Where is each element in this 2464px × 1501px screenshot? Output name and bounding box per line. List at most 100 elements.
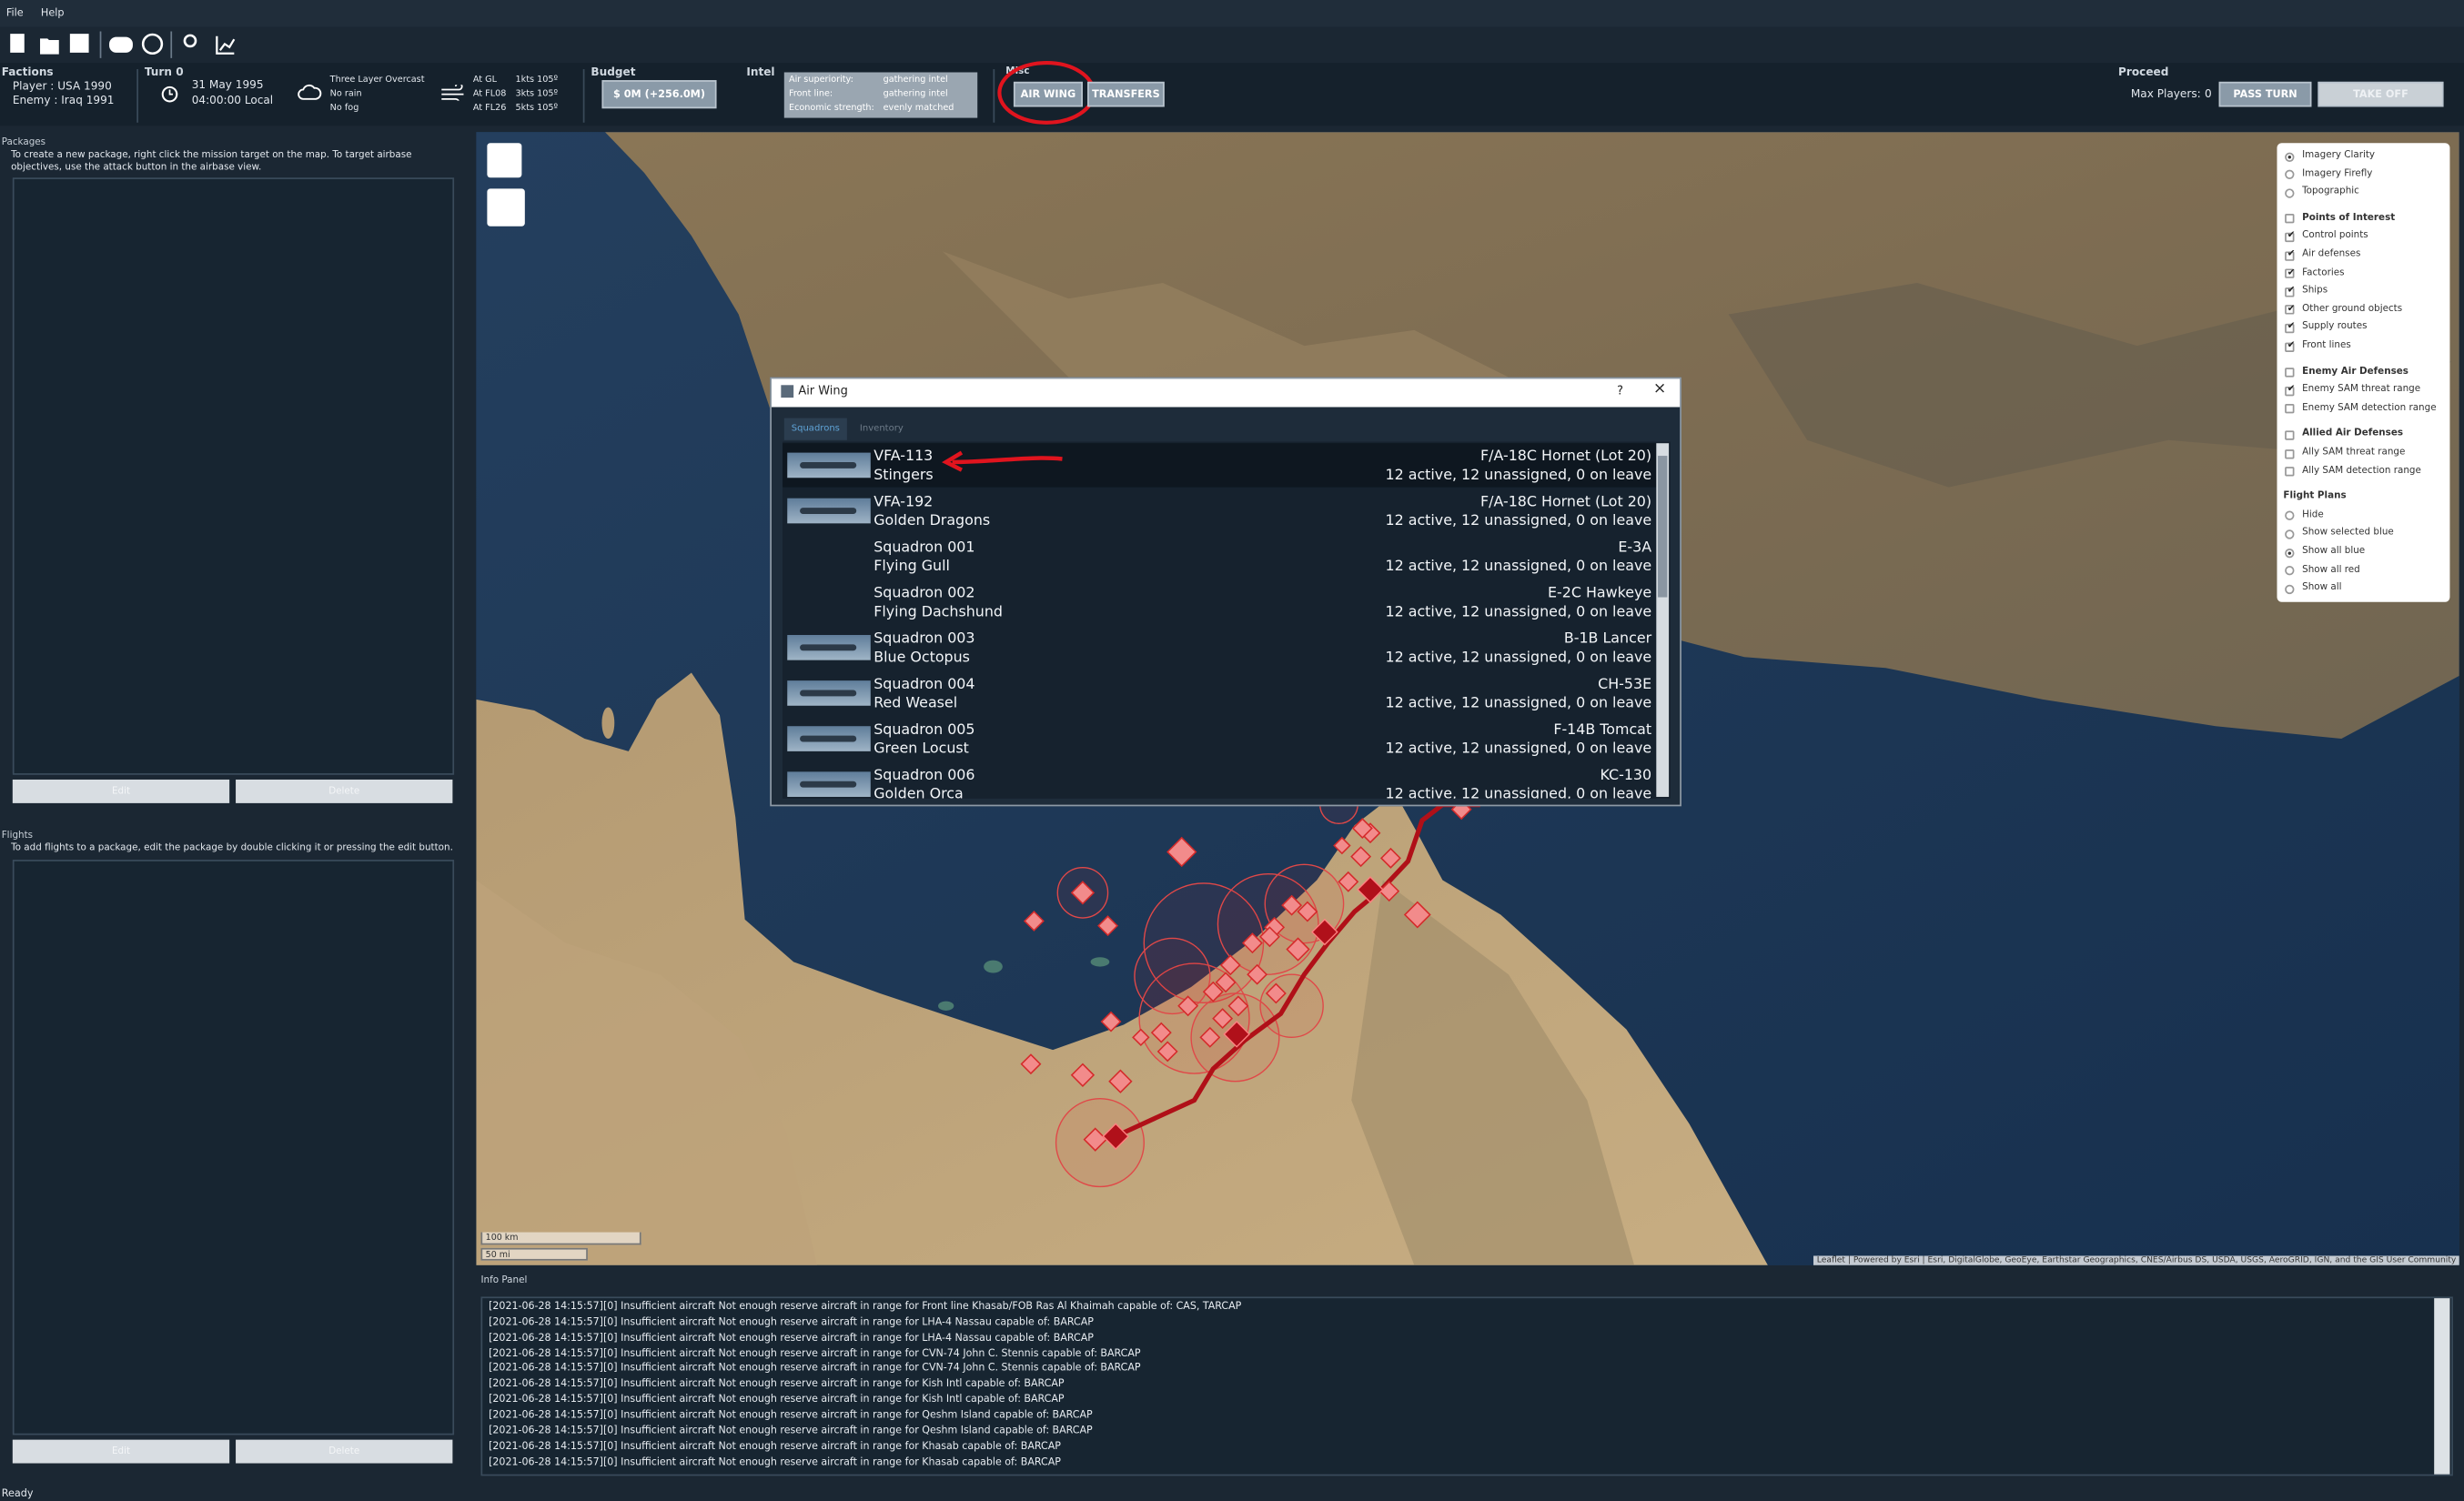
budget-button[interactable]: $ 0M (+256.0M) <box>601 80 717 109</box>
squadron-row[interactable]: Squadron 004 Red Weasel CH-53E 12 active, 1… <box>783 670 1657 716</box>
layer-label[interactable]: Enemy SAM threat range <box>2302 383 2421 395</box>
map-button[interactable] <box>487 143 522 178</box>
checkbox[interactable]: ✔ <box>2285 384 2295 396</box>
checkbox[interactable]: ✔ <box>2285 321 2295 334</box>
map-marker <box>1227 995 1249 1017</box>
layer-label[interactable]: Points of Interest <box>2302 211 2396 223</box>
squadron-row[interactable]: VFA-192 Golden Dragons F/A-18C Hornet (Lot… <box>783 489 1657 533</box>
open-icon[interactable] <box>40 38 59 55</box>
radio-button[interactable] <box>2285 529 2295 539</box>
layer-label[interactable]: Air defenses <box>2302 247 2361 260</box>
layer-label[interactable]: Factories <box>2302 267 2345 278</box>
close-button[interactable]: × <box>1652 380 1667 398</box>
github-icon[interactable] <box>141 33 164 55</box>
stats-icon[interactable] <box>216 35 236 55</box>
layer-label[interactable]: Show all <box>2302 581 2342 593</box>
layer-label[interactable]: Supply routes <box>2302 321 2368 333</box>
layer-label[interactable]: Show selected blue <box>2302 527 2394 539</box>
squadron-row[interactable]: Squadron 006 Golden Orca KC-130 12 active, … <box>783 761 1657 799</box>
squadron-aircraft: CH-53E <box>1598 675 1652 693</box>
max-players: 0 <box>2205 87 2212 101</box>
checkbox[interactable] <box>2285 467 2295 477</box>
list-box[interactable] <box>12 177 455 775</box>
tab[interactable]: Squadrons <box>783 418 847 440</box>
checkbox[interactable] <box>2285 404 2295 414</box>
layer-label[interactable]: Control points <box>2302 229 2368 242</box>
checkbox[interactable] <box>2285 368 2295 378</box>
radio-dot <box>2287 155 2292 158</box>
radio-button[interactable] <box>2285 169 2295 180</box>
checkbox[interactable] <box>2285 448 2295 458</box>
layer-label[interactable]: Topographic <box>2302 186 2359 197</box>
scrollbar-thumb[interactable] <box>1658 456 1668 598</box>
layer-label[interactable]: Imagery Firefly <box>2302 167 2373 179</box>
layer-label[interactable]: Ally SAM threat range <box>2302 446 2406 458</box>
checkbox[interactable]: ✔ <box>2285 230 2295 242</box>
radio-button[interactable] <box>2285 151 2295 162</box>
radio-button[interactable] <box>2285 511 2295 521</box>
layer-label[interactable]: Ships <box>2302 285 2328 297</box>
layer-label[interactable]: Allied Air Defenses <box>2302 428 2404 439</box>
squadron-row[interactable]: Squadron 001 Flying Gull E-3A 12 active, 12… <box>783 534 1657 579</box>
squadron-row[interactable]: VFA-113 Stingers F/A-18C Hornet (Lot 20) 12… <box>783 443 1657 488</box>
layers-button[interactable] <box>487 188 525 227</box>
squadron-image <box>787 635 871 660</box>
checkbox[interactable]: ✔ <box>2285 285 2295 297</box>
misc-button[interactable]: AIR WING <box>1013 81 1083 107</box>
layer-label[interactable]: Flight Plans <box>2283 490 2347 502</box>
new-icon[interactable] <box>10 34 25 53</box>
checkbox[interactable]: ✔ <box>2285 339 2295 352</box>
save-icon[interactable] <box>69 34 89 53</box>
map-marker <box>1338 871 1359 892</box>
log-line: [2021-06-28 14:15:57][0] Insufficient ai… <box>489 1345 1141 1359</box>
layer-label[interactable]: Enemy Air Defenses <box>2302 365 2408 377</box>
layer-label[interactable]: Imagery Clarity <box>2302 149 2376 161</box>
map-marker <box>1351 818 1373 839</box>
checkbox[interactable]: ✔ <box>2285 267 2295 278</box>
panel-button[interactable]: Delete <box>236 779 453 803</box>
settings-icon[interactable] <box>183 34 197 48</box>
layer-label[interactable]: Show all red <box>2302 563 2360 575</box>
layer-label[interactable]: Show all blue <box>2302 545 2366 557</box>
layer-label[interactable]: Front lines <box>2302 339 2351 351</box>
squadron-row[interactable]: Squadron 005 Green Locust F-14B Tomcat 12 a… <box>783 716 1657 761</box>
tab[interactable]: Inventory <box>850 418 914 440</box>
proceed-button[interactable]: PASS TURN <box>2218 81 2312 107</box>
radio-button[interactable] <box>2285 548 2295 558</box>
menu-item[interactable]: Help <box>40 5 65 19</box>
panel-button[interactable]: Edit <box>12 779 230 803</box>
aircraft-silhouette <box>800 461 857 468</box>
help-button[interactable]: ? <box>1617 383 1624 398</box>
panel-button[interactable]: Delete <box>236 1439 453 1464</box>
squadron-status: 12 active, 12 unassigned, 0 on leave <box>1385 740 1652 758</box>
scrollbar[interactable] <box>2434 1298 2450 1475</box>
checkbox[interactable]: ✔ <box>2285 303 2295 316</box>
discord-icon[interactable] <box>109 36 133 53</box>
squadron-aircraft: F/A-18C Hornet (Lot 20) <box>1480 448 1652 466</box>
list-box[interactable] <box>12 860 455 1436</box>
squadron-row[interactable]: Squadron 002 Flying Dachshund E-2C Hawkeye… <box>783 579 1657 624</box>
checkbox[interactable]: ✔ <box>2285 248 2295 260</box>
intel-box[interactable] <box>783 72 978 118</box>
panel-button[interactable]: Edit <box>12 1439 230 1464</box>
layer-label[interactable]: Enemy SAM detection range <box>2302 401 2437 414</box>
layer-label[interactable]: Other ground objects <box>2302 303 2403 315</box>
radio-button[interactable] <box>2285 584 2295 594</box>
layer-label[interactable]: Ally SAM detection range <box>2302 464 2421 476</box>
squadron-row[interactable]: Squadron 003 Blue Octopus B-1B Lancer 12 ac… <box>783 625 1657 670</box>
menu-item[interactable]: File <box>5 5 24 19</box>
proceed-button[interactable]: TAKE OFF <box>2318 81 2444 107</box>
radio-button[interactable] <box>2285 187 2295 198</box>
terrain <box>1728 282 2452 488</box>
squadron-name: VFA-113 <box>874 448 934 466</box>
layer-label[interactable]: Hide <box>2302 509 2324 520</box>
misc-button[interactable]: TRANSFERS <box>1087 81 1165 107</box>
squadron-aircraft: F-14B Tomcat <box>1553 721 1652 740</box>
checkbox[interactable] <box>2285 214 2295 224</box>
map-marker <box>1403 901 1431 929</box>
label: Budget <box>591 65 636 79</box>
clock-icon <box>161 86 178 103</box>
checkbox[interactable] <box>2285 430 2295 440</box>
radio-button[interactable] <box>2285 566 2295 576</box>
